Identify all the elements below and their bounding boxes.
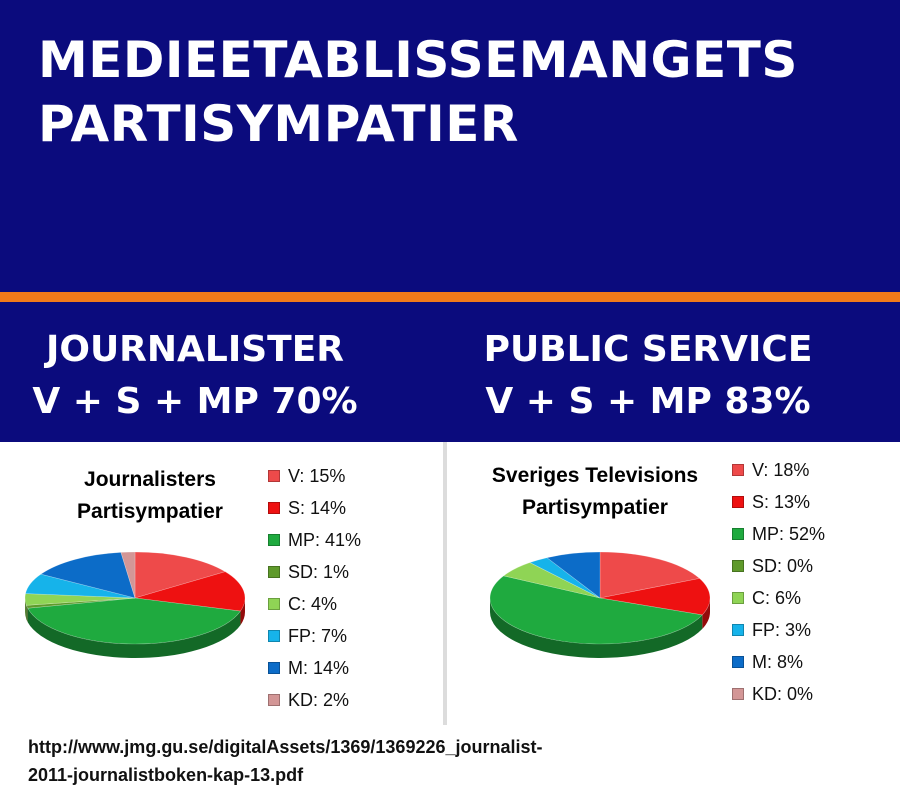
legend-label: V: 15%	[288, 466, 346, 486]
legend-label: KD: 2%	[288, 690, 350, 710]
chart-1-side-s	[240, 598, 245, 626]
chart-2-legend-item-sd: SD: 0%	[732, 554, 825, 586]
legend-label: V: 18%	[752, 460, 810, 480]
legend-label: MP: 52%	[752, 524, 826, 544]
chart-1-slice-mp	[27, 597, 241, 645]
chart-1-slice-v	[134, 551, 226, 599]
chart-1-title: Journalisters Partisympatier	[45, 464, 255, 528]
chart-1-legend: V: 15% S: 14% MP: 41% SD: 1% C: 4% FP: 7% M: 1…	[268, 464, 361, 720]
legend-swatch	[268, 502, 280, 514]
chart-1-legend-item-kd: KD: 2%	[268, 688, 361, 720]
chart-2-legend-item-v: V: 18%	[732, 458, 825, 490]
chart-2-slice-m	[546, 551, 601, 599]
legend-swatch	[732, 560, 744, 572]
legend-swatch	[268, 694, 280, 706]
chart-1-pie	[24, 551, 246, 658]
chart-1-legend-item-sd: SD: 1%	[268, 560, 361, 592]
legend-label: MP: 41%	[288, 530, 362, 550]
chart-2-legend-item-kd: KD: 0%	[732, 682, 825, 714]
title-line-2: PARTISYMPATIER	[38, 95, 519, 153]
legend-label: FP: 7%	[288, 626, 348, 646]
legend-label: S: 13%	[752, 492, 811, 512]
chart-1-legend-item-c: C: 4%	[268, 592, 361, 624]
legend-label: SD: 1%	[288, 562, 350, 582]
chart-2-legend-item-fp: FP: 3%	[732, 618, 825, 650]
public-service-label: PUBLIC SERVICE	[483, 329, 813, 370]
legend-swatch	[732, 592, 744, 604]
chart-2-legend: V: 18% S: 13% MP: 52% SD: 0% C: 6% FP: 3% M: 8…	[732, 458, 825, 714]
chart-1-side-mp	[27, 608, 241, 658]
legend-label: C: 4%	[288, 594, 338, 614]
legend-label: C: 6%	[752, 588, 802, 608]
chart-1-legend-item-v: V: 15%	[268, 464, 361, 496]
chart-1-slice-sd	[25, 597, 136, 609]
title-line-1: MEDIEETABLISSEMANGETS	[38, 31, 798, 89]
orange-divider	[0, 292, 900, 302]
legend-label: S: 14%	[288, 498, 347, 518]
chart-2-slice-c	[502, 562, 601, 599]
chart-divider	[443, 442, 447, 725]
chart-2-slice-s	[599, 578, 711, 616]
chart-1-slice-m	[40, 552, 136, 599]
legend-swatch	[732, 624, 744, 636]
chart-1-side-sd	[26, 605, 28, 623]
legend-swatch	[268, 598, 280, 610]
chart-1-side-c	[25, 598, 27, 620]
legend-swatch	[732, 688, 744, 700]
chart-2-legend-item-m: M: 8%	[732, 650, 825, 682]
chart-1-legend-item-m: M: 14%	[268, 656, 361, 688]
legend-swatch	[732, 528, 744, 540]
legend-swatch	[268, 662, 280, 674]
legend-swatch	[268, 534, 280, 546]
legend-swatch	[732, 656, 744, 668]
legend-label: SD: 0%	[752, 556, 814, 576]
chart-1-slice-fp	[25, 573, 136, 599]
chart-2-pie	[489, 551, 711, 658]
header-banner: MEDIEETABLISSEMANGETS PARTISYMPATIER	[0, 0, 900, 292]
legend-swatch	[268, 566, 280, 578]
chart-2-title-line-2: Partisympatier	[522, 496, 668, 519]
source-line-1: http://www.jmg.gu.se/digitalAssets/1369/…	[28, 737, 543, 757]
chart-1-title-line-2: Partisympatier	[77, 500, 223, 523]
page-title: MEDIEETABLISSEMANGETS PARTISYMPATIER	[38, 28, 798, 156]
chart-2-slice-fp	[529, 557, 601, 599]
legend-label: KD: 0%	[752, 684, 814, 704]
chart-2-title-line-1: Sveriges Televisions	[491, 464, 699, 487]
legend-label: M: 8%	[752, 652, 804, 672]
legend-swatch	[268, 470, 280, 482]
chart-1-legend-item-fp: FP: 7%	[268, 624, 361, 656]
chart-1-legend-item-s: S: 14%	[268, 496, 361, 528]
legend-label: FP: 3%	[752, 620, 812, 640]
source-citation: http://www.jmg.gu.se/digitalAssets/1369/…	[28, 733, 543, 789]
chart-2-slice-mp	[489, 575, 703, 645]
legend-swatch	[268, 630, 280, 642]
public-service-heading: PUBLIC SERVICE V + S + MP 83%	[438, 324, 858, 428]
chart-2-title: Sveriges Televisions Partisympatier	[470, 460, 720, 524]
source-line-2: 2011-journalistboken-kap-13.pdf	[28, 765, 304, 785]
chart-2-legend-item-mp: MP: 52%	[732, 522, 825, 554]
chart-2-legend-item-s: S: 13%	[732, 490, 825, 522]
public-service-sum: V + S + MP 83%	[485, 381, 811, 422]
chart-1-legend-item-mp: MP: 41%	[268, 528, 361, 560]
chart-2-side-s	[702, 598, 710, 629]
journalister-label: JOURNALISTER	[45, 329, 345, 370]
chart-2-legend-item-c: C: 6%	[732, 586, 825, 618]
chart-1-slice-kd	[120, 551, 136, 599]
chart-1-title-line-1: Journalisters	[84, 468, 216, 491]
legend-label: M: 14%	[288, 658, 350, 678]
subheader-banner: JOURNALISTER V + S + MP 70% PUBLIC SERVI…	[0, 302, 900, 442]
chart-1-slice-c	[24, 593, 136, 606]
legend-swatch	[732, 464, 744, 476]
chart-2-side-mp	[490, 598, 703, 658]
journalister-sum: V + S + MP 70%	[32, 381, 358, 422]
chart-1-slice-s	[134, 571, 246, 612]
chart-2-slice-v	[599, 551, 701, 599]
journalister-heading: JOURNALISTER V + S + MP 70%	[0, 324, 405, 428]
legend-swatch	[732, 496, 744, 508]
